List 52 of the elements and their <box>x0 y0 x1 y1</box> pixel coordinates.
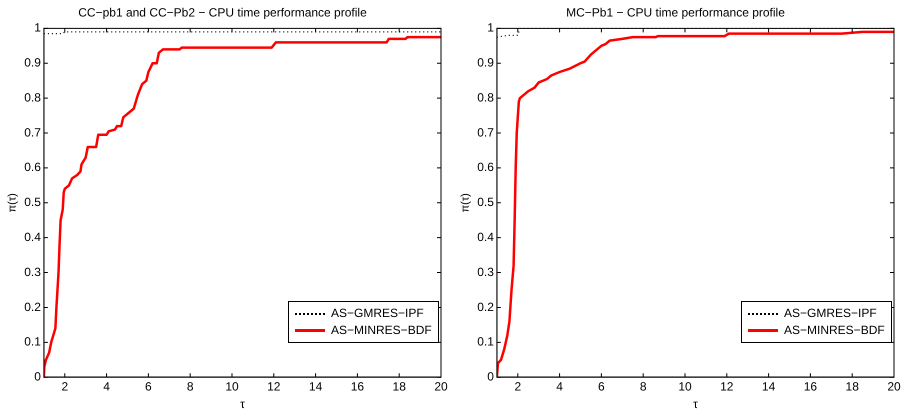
x-tick-label: 10 <box>225 380 239 394</box>
x-tick-label: 20 <box>887 380 901 394</box>
y-tick-label: 0.6 <box>24 160 42 174</box>
y-tick-label: 0 <box>487 370 494 384</box>
y-axis-title: π(τ) <box>6 193 19 212</box>
x-tick-label: 8 <box>186 380 194 394</box>
chart-title: CC−pb1 and CC−Pb2 − CPU time performance profile <box>78 6 368 20</box>
y-tick-label: 0.7 <box>477 125 494 140</box>
x-tick-label: 6 <box>145 380 152 394</box>
legend-label: AS−GMRES−IPF <box>331 305 424 322</box>
x-tick-label: 16 <box>350 380 364 394</box>
y-tick-label: 0.9 <box>24 56 42 70</box>
x-tick-label: 12 <box>267 380 281 394</box>
legend-label: AS−MINRES−BDF <box>331 322 432 340</box>
x-tick-label: 8 <box>640 380 647 394</box>
x-tick-label: 14 <box>308 380 323 394</box>
y-tick-label: 0.2 <box>24 300 42 314</box>
y-tick-label: 0.1 <box>477 334 494 349</box>
legend-label: AS−GMRES−IPF <box>784 305 877 322</box>
x-tick-label: 18 <box>846 380 860 394</box>
x-tick-label: 10 <box>678 380 692 394</box>
y-tick-label: 0.1 <box>24 334 42 349</box>
x-tick-label: 2 <box>514 380 522 394</box>
x-tick-label: 4 <box>103 380 110 394</box>
y-tick-label: 0.7 <box>24 125 42 140</box>
y-tick-label: 0.5 <box>477 195 494 210</box>
x-tick-label: 4 <box>556 380 564 394</box>
x-axis-title: τ <box>240 397 246 412</box>
y-tick-label: 0 <box>34 370 42 384</box>
y-axis-title: π(τ) <box>460 193 472 212</box>
y-tick-label: 0.6 <box>477 160 494 174</box>
y-tick-label: 1 <box>487 20 494 35</box>
y-tick-label: 0.9 <box>477 56 494 70</box>
x-tick-label: 2 <box>61 380 68 394</box>
y-tick-label: 0.4 <box>24 230 42 244</box>
chart-title: MC−Pb1 − CPU time performance profile <box>566 6 786 20</box>
y-tick-label: 0.2 <box>477 300 494 314</box>
y-tick-label: 0.3 <box>24 264 42 279</box>
x-tick-label: 12 <box>720 380 734 394</box>
x-tick-label: 20 <box>434 380 448 394</box>
y-tick-label: 0.5 <box>24 195 42 210</box>
x-tick-label: 14 <box>762 380 776 394</box>
x-tick-label: 18 <box>392 380 406 394</box>
y-tick-label: 0.8 <box>477 90 494 104</box>
y-tick-label: 0.4 <box>477 230 494 244</box>
y-tick-label: 1 <box>34 20 42 35</box>
y-tick-label: 0.3 <box>477 264 494 279</box>
x-tick-label: 6 <box>598 380 606 394</box>
x-axis-title: τ <box>693 397 698 412</box>
x-tick-label: 16 <box>804 380 818 394</box>
legend-label: AS−MINRES−BDF <box>784 322 885 340</box>
y-tick-label: 0.8 <box>24 90 42 104</box>
